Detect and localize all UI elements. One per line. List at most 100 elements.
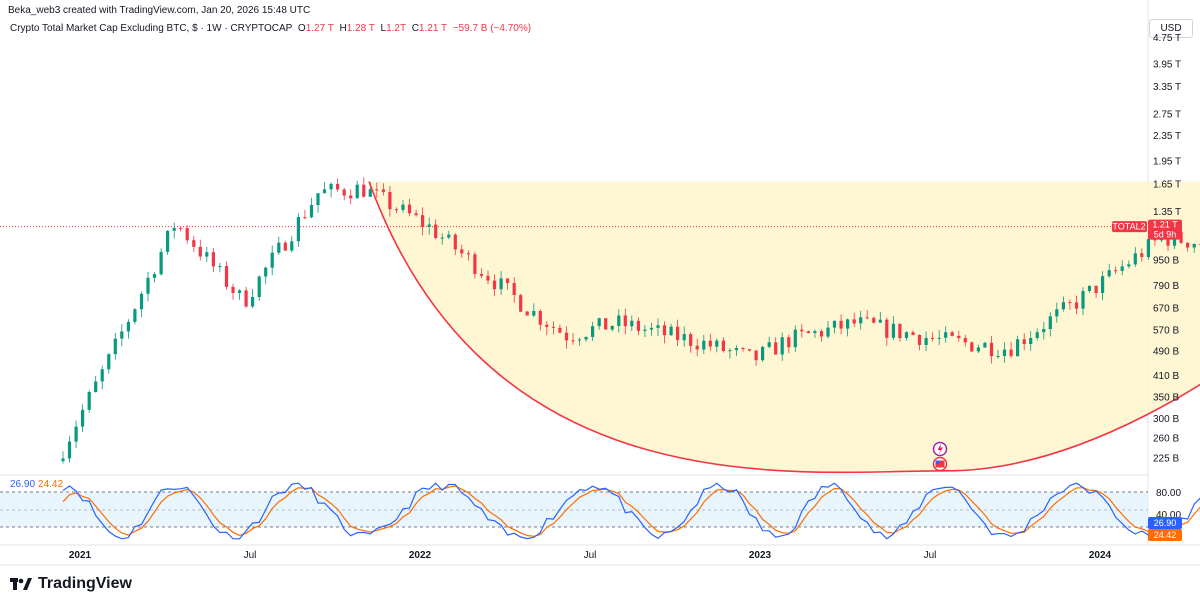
candle-body	[989, 342, 994, 357]
tradingview-logo[interactable]: TradingView	[10, 575, 132, 593]
osc-level-40-label: 40.00	[1156, 510, 1181, 521]
candle-body	[381, 189, 385, 192]
us-flag-canton-icon	[935, 460, 940, 464]
time-tick-0: 2021	[69, 550, 92, 561]
candle-body	[67, 441, 72, 459]
candle-body	[1042, 329, 1046, 333]
candle-body	[492, 280, 497, 290]
candle-body	[721, 340, 725, 351]
candle-body	[440, 237, 444, 239]
candle-body	[996, 356, 1000, 357]
candle-body	[623, 315, 627, 327]
candle-body	[983, 342, 987, 348]
candle-body	[780, 337, 784, 355]
candle-body	[146, 277, 150, 294]
candle-body	[152, 274, 157, 278]
candle-body	[911, 332, 915, 335]
price-tick-12: 410 B	[1153, 371, 1179, 382]
candle-body	[296, 217, 300, 242]
candle-body	[577, 339, 582, 341]
stoch-k-line	[62, 482, 1200, 540]
candle-body	[859, 317, 863, 324]
candle-body	[839, 320, 843, 329]
candle-body	[329, 183, 333, 190]
time-tick-2: 2022	[409, 550, 432, 561]
candle-body	[1166, 235, 1170, 246]
price-tag: TOTAL2 1.21 T 5d 9h	[1112, 219, 1182, 240]
candle-body	[218, 266, 222, 268]
candle-body	[656, 325, 660, 328]
candle-body	[564, 332, 569, 341]
price-tick-11: 490 B	[1153, 347, 1179, 358]
price-tick-16: 225 B	[1153, 454, 1179, 465]
candle-body	[604, 318, 608, 330]
candle-body	[401, 204, 405, 210]
candle-body	[617, 315, 621, 326]
candle-body	[1127, 264, 1131, 267]
candle-body	[708, 340, 712, 347]
candle-body	[1029, 338, 1033, 344]
price-tick-8: 790 B	[1153, 281, 1179, 292]
candle-body	[1107, 270, 1111, 277]
candle-body	[970, 342, 974, 352]
candle-body	[741, 348, 745, 350]
candle-body	[767, 342, 771, 347]
candle-body	[924, 337, 928, 345]
candle-body	[159, 251, 163, 275]
candle-body	[244, 290, 248, 307]
price-tick-9: 670 B	[1153, 304, 1179, 315]
candle-body	[139, 293, 144, 310]
tradingview-logo-icon	[10, 578, 32, 590]
time-tick-4: 2023	[749, 550, 772, 561]
currency-button[interactable]: USD	[1149, 19, 1193, 38]
us-flag-glyph-icon	[935, 460, 945, 468]
candle-body	[270, 252, 274, 268]
candle-body	[1055, 309, 1059, 317]
price-tick-13: 350 B	[1153, 393, 1179, 404]
price-tick-3: 2.35 T	[1153, 131, 1181, 142]
candle-body	[349, 195, 353, 199]
time-axis[interactable]: 2021Jul2022Jul2023Jul2024Jul2025Jul2026J…	[69, 550, 1200, 561]
candle-body	[963, 338, 967, 343]
candle-body	[434, 224, 438, 238]
candle-body	[676, 326, 680, 341]
symbol-tag	[1112, 221, 1147, 233]
candle-body	[584, 337, 588, 340]
candle-body	[774, 342, 778, 355]
candle-body	[237, 290, 242, 293]
candle-body	[1016, 339, 1020, 357]
lightning-glyph-icon	[937, 444, 943, 454]
candle-body	[937, 337, 941, 339]
candle-body	[571, 340, 575, 342]
cup-curve[interactable]	[368, 181, 1200, 474]
candle-body	[120, 331, 124, 339]
candle-body	[499, 278, 503, 290]
candle-body	[1061, 302, 1065, 310]
candle-body	[904, 332, 909, 338]
candle-body	[166, 230, 170, 252]
candle-body	[303, 217, 307, 219]
candle-body	[81, 409, 85, 427]
candle-body	[806, 331, 810, 333]
candle-body	[898, 323, 902, 338]
candle-body	[94, 381, 98, 393]
candle-body	[126, 321, 130, 332]
candle-body	[1087, 285, 1092, 291]
time-tick-5: Jul	[924, 550, 937, 561]
candle-body	[394, 209, 399, 211]
candle-body	[1186, 242, 1190, 248]
symbol-title[interactable]: Crypto Total Market Cap Excluding BTC, $…	[10, 23, 293, 34]
candle-body	[466, 253, 470, 255]
candle-body	[427, 224, 431, 227]
candle-body	[800, 329, 804, 332]
candle-body	[689, 334, 693, 346]
candle-body	[87, 392, 91, 410]
candle-body	[682, 334, 686, 341]
price-axis[interactable]: 4.75 T 3.95 T 3.35 T 2.75 T 2.35 T 1.95 T 1.65…	[1153, 33, 1181, 465]
candle-body	[950, 332, 954, 336]
candle-body	[1153, 239, 1157, 241]
candle-body	[1120, 266, 1124, 271]
candle-body	[545, 324, 549, 327]
price-tick-2: 2.75 T	[1153, 109, 1181, 120]
